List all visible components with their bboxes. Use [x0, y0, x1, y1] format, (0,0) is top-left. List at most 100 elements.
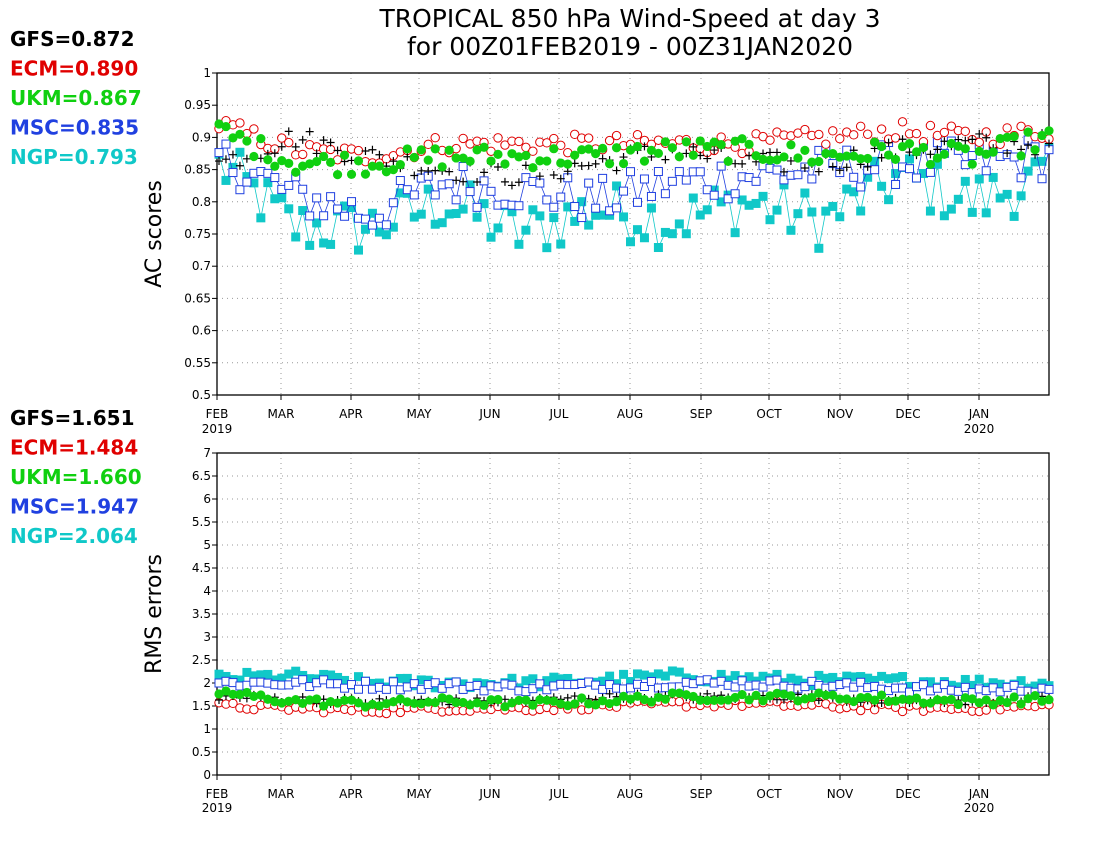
data-point — [1030, 681, 1040, 691]
data-point — [458, 697, 468, 708]
data-point — [493, 223, 503, 233]
data-point — [430, 697, 440, 708]
data-point — [612, 181, 622, 191]
data-point — [367, 220, 377, 230]
x-tick-label: APR — [339, 407, 363, 421]
data-point — [465, 180, 475, 190]
data-point — [946, 138, 956, 149]
y-tick-label: 0.55 — [184, 356, 211, 370]
data-point — [388, 164, 398, 175]
data-point — [444, 179, 454, 189]
data-point — [284, 669, 294, 679]
data-point — [221, 175, 231, 185]
data-point — [1023, 127, 1033, 137]
data-point — [731, 159, 740, 168]
data-point — [814, 129, 824, 140]
data-point — [284, 696, 294, 706]
data-point — [528, 163, 538, 173]
data-point — [967, 159, 977, 169]
data-point — [535, 156, 545, 166]
data-point — [1009, 131, 1019, 142]
data-point — [535, 679, 545, 689]
data-point — [423, 155, 433, 165]
data-point — [542, 195, 552, 205]
data-point — [975, 129, 984, 138]
data-point — [946, 680, 956, 690]
data-point — [772, 155, 782, 165]
x-tick-label: DEC — [895, 407, 920, 421]
data-point — [417, 166, 426, 175]
data-point — [298, 206, 308, 216]
data-point — [263, 694, 273, 704]
data-point — [263, 155, 273, 165]
data-point — [730, 189, 740, 199]
data-point — [542, 695, 552, 705]
data-point — [849, 682, 859, 692]
data-point — [214, 689, 224, 699]
data-point — [277, 193, 287, 203]
data-point — [298, 135, 307, 144]
data-point — [828, 201, 838, 211]
data-point — [353, 145, 364, 156]
data-point — [925, 677, 935, 687]
y-tick-label: 6.5 — [192, 469, 211, 483]
data-point — [1030, 691, 1040, 701]
data-point — [360, 702, 371, 712]
data-point — [291, 666, 301, 676]
data-point — [374, 701, 385, 711]
data-point — [333, 672, 343, 682]
data-point — [625, 694, 636, 704]
data-point — [570, 692, 579, 701]
data-point — [319, 701, 329, 711]
data-point — [618, 158, 629, 169]
x-tick-label: JUL — [548, 787, 568, 801]
y-tick-label: 1 — [203, 66, 211, 80]
data-point — [591, 159, 600, 168]
data-point — [800, 694, 810, 704]
data-point — [479, 679, 489, 689]
data-point — [932, 159, 942, 169]
data-point — [953, 699, 963, 710]
data-point — [821, 139, 831, 149]
data-point — [660, 227, 670, 237]
data-point — [326, 192, 336, 202]
data-point — [284, 137, 294, 148]
legend-gfs: GFS=1.651 — [10, 406, 135, 430]
data-point — [974, 674, 984, 684]
data-point — [242, 136, 252, 146]
data-point — [863, 162, 872, 171]
data-point — [444, 145, 454, 155]
data-point — [291, 142, 300, 151]
data-point — [270, 675, 280, 685]
data-point — [835, 134, 845, 144]
data-point — [319, 151, 329, 162]
data-point — [960, 144, 970, 154]
data-point — [507, 680, 517, 690]
data-point — [1045, 139, 1053, 148]
data-point — [535, 695, 545, 705]
data-point — [395, 188, 405, 198]
data-point — [375, 150, 384, 159]
data-point — [374, 161, 385, 171]
data-point — [897, 706, 908, 717]
data-point — [751, 151, 761, 161]
data-point — [521, 695, 531, 705]
data-point — [263, 178, 273, 188]
data-point — [347, 203, 357, 213]
y-tick-label: 5.5 — [192, 515, 211, 529]
data-point — [967, 207, 977, 217]
data-point — [716, 197, 726, 207]
data-point — [667, 229, 677, 239]
data-point — [856, 693, 866, 703]
y-tick-label: 2 — [203, 676, 211, 690]
x-tick-label: NOV — [827, 787, 854, 801]
data-point — [389, 157, 398, 166]
data-point — [646, 145, 657, 156]
data-point — [695, 210, 705, 220]
data-point — [911, 693, 922, 703]
data-point — [416, 145, 426, 155]
data-point — [737, 134, 747, 144]
data-point — [430, 683, 440, 693]
data-point — [730, 228, 740, 238]
